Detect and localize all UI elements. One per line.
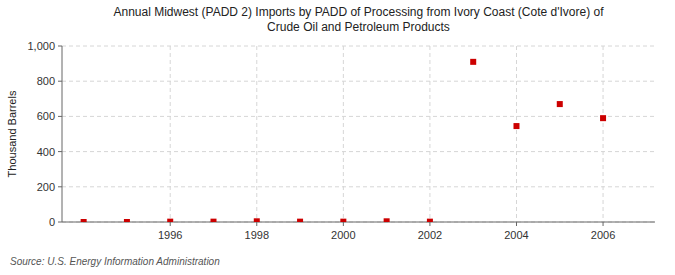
x-tick bbox=[256, 222, 257, 226]
x-axis-line bbox=[62, 222, 655, 223]
y-tick bbox=[58, 222, 62, 223]
y-tick-label: 0 bbox=[49, 216, 55, 228]
x-tick-label: 1996 bbox=[158, 229, 182, 241]
grid-line-y bbox=[62, 81, 655, 82]
y-tick bbox=[58, 186, 62, 187]
point bbox=[384, 218, 390, 222]
x-tick-label: 2002 bbox=[418, 229, 442, 241]
chart: Annual Midwest (PADD 2) Imports by PADD … bbox=[0, 0, 675, 275]
point bbox=[470, 59, 476, 65]
title-line: Annual Midwest (PADD 2) Imports by PADD … bbox=[113, 5, 604, 19]
point bbox=[600, 115, 606, 121]
grid-line-x bbox=[516, 46, 517, 222]
points bbox=[81, 59, 606, 222]
y-axis-label: Thousand Barrels bbox=[6, 90, 18, 177]
source: Source: U.S. Energy Information Administ… bbox=[10, 256, 220, 267]
axes: 0 200 400 600 800 1,000 1996 1998 2000 2002 2004 20… bbox=[27, 40, 655, 241]
y-tick-label: 200 bbox=[37, 181, 55, 193]
y-tick-label: 600 bbox=[37, 110, 55, 122]
point bbox=[427, 219, 433, 222]
y-tick-label: 800 bbox=[37, 75, 55, 87]
grid-line-x bbox=[170, 46, 171, 222]
point bbox=[210, 219, 216, 222]
x-tick bbox=[603, 222, 604, 226]
point bbox=[254, 218, 260, 222]
x-tick bbox=[343, 222, 344, 226]
y-tick bbox=[58, 46, 62, 47]
x-tick-label: 2000 bbox=[331, 229, 355, 241]
grid bbox=[62, 46, 655, 222]
grid-line-y bbox=[62, 186, 655, 187]
grid-line-x bbox=[603, 46, 604, 222]
x-tick-label: 1998 bbox=[245, 229, 269, 241]
point bbox=[513, 123, 519, 129]
chart-container: Annual Midwest (PADD 2) Imports by PADD … bbox=[0, 0, 675, 275]
point bbox=[81, 219, 87, 222]
point bbox=[167, 219, 173, 222]
title-line: Crude Oil and Petroleum Products bbox=[267, 20, 450, 34]
grid-line-x bbox=[429, 46, 430, 222]
y-tick bbox=[58, 116, 62, 117]
x-tick-label: 2004 bbox=[504, 229, 528, 241]
y-tick-label: 1,000 bbox=[27, 40, 55, 52]
x-tick-label: 2006 bbox=[591, 229, 615, 241]
grid-line-y bbox=[62, 46, 655, 47]
y-tick bbox=[58, 81, 62, 82]
grid-line-x bbox=[343, 46, 344, 222]
y-axis-line bbox=[62, 46, 63, 222]
x-tick bbox=[429, 222, 430, 226]
y-tick bbox=[58, 151, 62, 152]
point bbox=[124, 219, 130, 222]
grid-line-y bbox=[62, 222, 655, 223]
x-tick bbox=[170, 222, 171, 226]
point bbox=[557, 101, 563, 107]
grid-line-y bbox=[62, 151, 655, 152]
point bbox=[297, 219, 303, 222]
grid-line-x bbox=[256, 46, 257, 222]
y-tick-label: 400 bbox=[37, 146, 55, 158]
grid-line-y bbox=[62, 116, 655, 117]
x-tick bbox=[516, 222, 517, 226]
point bbox=[340, 219, 346, 222]
title: Annual Midwest (PADD 2) Imports by PADD … bbox=[113, 5, 604, 34]
